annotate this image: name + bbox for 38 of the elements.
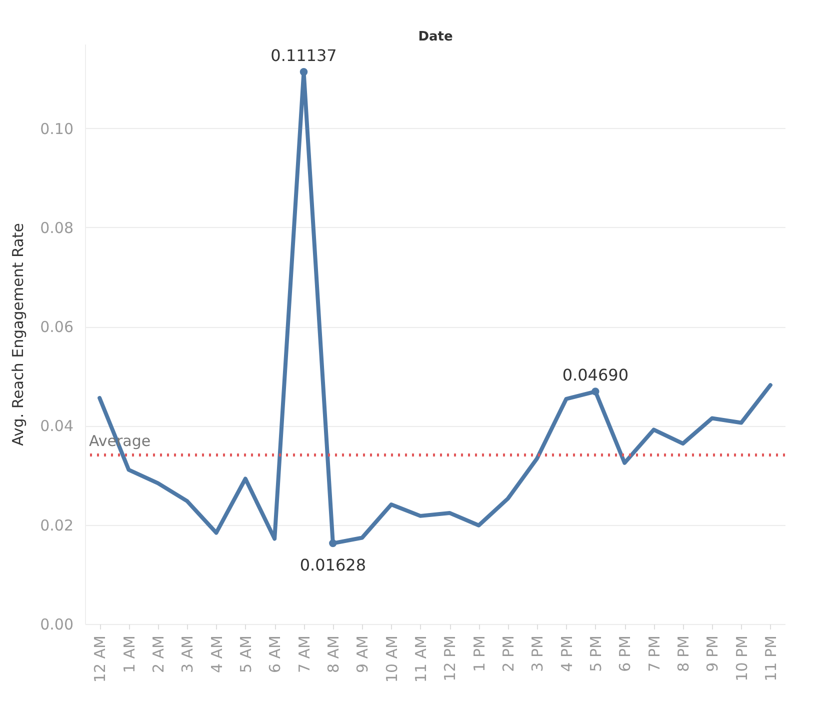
x-tick-label: 12 PM	[441, 636, 460, 682]
data-label: 0.11137	[270, 46, 337, 65]
point	[300, 68, 308, 76]
y-tick-label: 0.00	[40, 616, 74, 634]
point	[592, 388, 600, 396]
x-tick-label: 12 AM	[91, 636, 110, 683]
y-tick-label: 0.10	[40, 120, 74, 138]
x-tick-label: 2 AM	[149, 636, 168, 674]
x-tick-label: 3 PM	[528, 636, 547, 672]
x-tick-label: 7 PM	[645, 636, 664, 672]
x-tick-label: 8 AM	[324, 636, 342, 674]
data-label: 0.04690	[562, 366, 629, 385]
y-tick-label: 0.04	[40, 417, 74, 436]
y-tick-label: 0.02	[40, 516, 74, 534]
x-tick-label: 11 PM	[762, 636, 780, 682]
x-tick-label: 4 PM	[558, 636, 576, 672]
x-tick-label: 10 PM	[732, 636, 751, 682]
x-tick-label: 4 AM	[208, 636, 226, 674]
data-label: 0.01628	[300, 555, 366, 574]
x-tick-label: 9 AM	[354, 636, 372, 674]
x-axis-title: Date	[418, 30, 453, 44]
x-tick-label: 9 PM	[704, 636, 722, 672]
x-tick-label: 6 PM	[616, 636, 634, 672]
x-tick-label: 5 AM	[236, 636, 255, 674]
x-tick-label: 6 AM	[266, 636, 284, 674]
x-tick-label: 1 PM	[470, 636, 488, 672]
x-tick-label: 11 AM	[412, 636, 430, 683]
x-tick-label: 3 AM	[178, 636, 197, 674]
x-tick-label: 8 PM	[674, 636, 692, 672]
y-tick-label: 0.06	[40, 318, 74, 336]
x-tick-label: 1 AM	[120, 636, 138, 674]
point	[329, 539, 337, 548]
y-axis-title: Avg. Reach Engagement Rate	[9, 223, 28, 446]
x-tick-label: 2 PM	[499, 636, 518, 672]
x-tick-label: 10 AM	[382, 636, 401, 683]
x-tick-label: 5 PM	[586, 636, 605, 672]
y-tick-label: 0.08	[40, 218, 74, 237]
x-tick-label: 7 AM	[295, 636, 314, 674]
